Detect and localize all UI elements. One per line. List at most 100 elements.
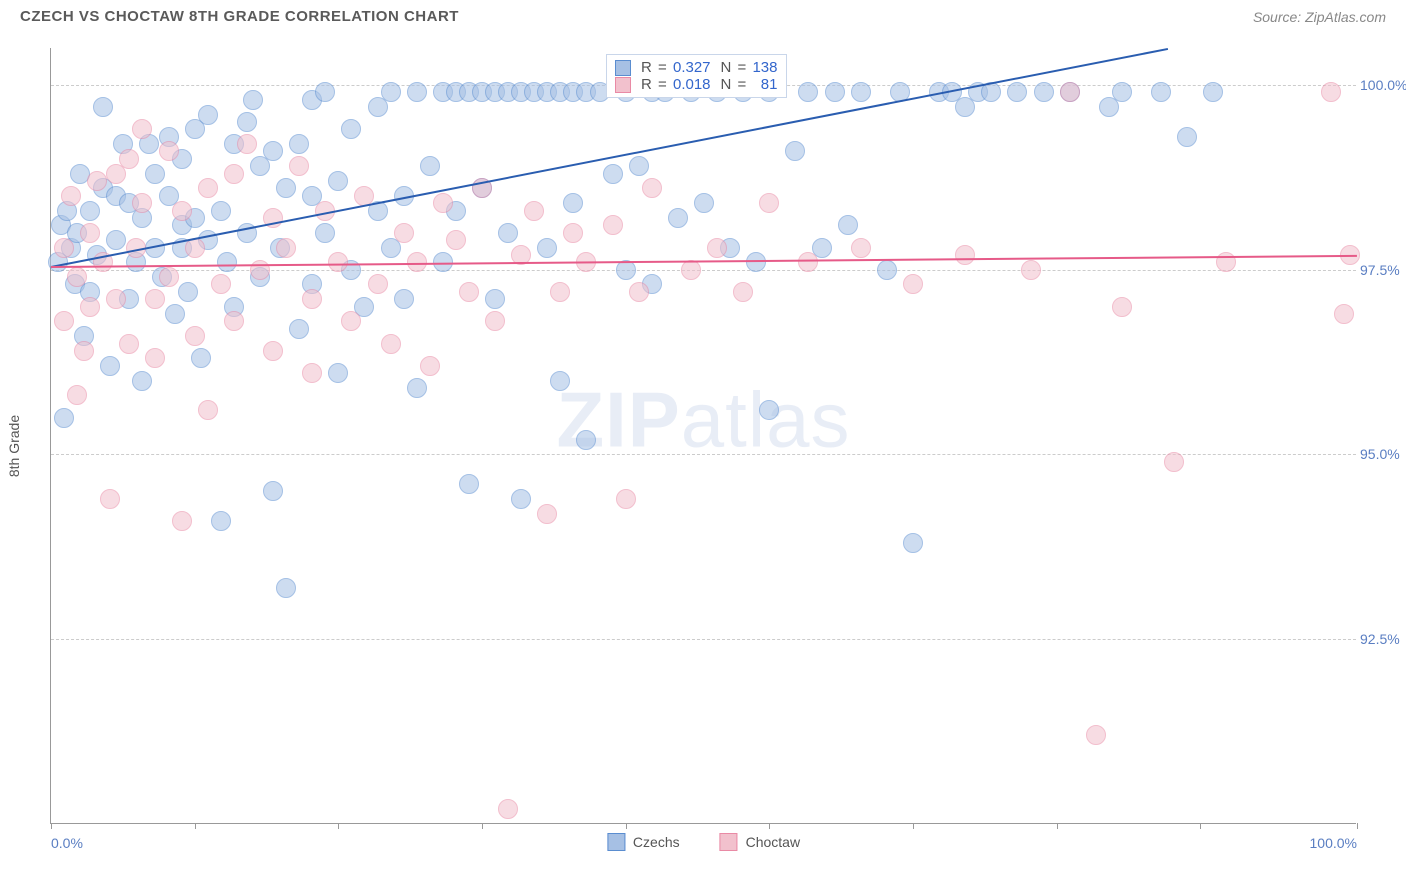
- data-point: [80, 223, 100, 243]
- data-point: [955, 245, 975, 265]
- chart-title: CZECH VS CHOCTAW 8TH GRADE CORRELATION C…: [20, 8, 459, 25]
- x-tick: [51, 823, 52, 829]
- data-point: [328, 252, 348, 272]
- data-point: [198, 400, 218, 420]
- data-point: [746, 252, 766, 272]
- data-point: [550, 282, 570, 302]
- data-point: [1086, 725, 1106, 745]
- gridline: [51, 639, 1356, 640]
- data-point: [61, 186, 81, 206]
- legend-row: R = 0.327N = 138: [615, 59, 777, 76]
- data-point: [511, 489, 531, 509]
- data-point: [224, 311, 244, 331]
- data-point: [100, 356, 120, 376]
- x-tick: [338, 823, 339, 829]
- data-point: [459, 474, 479, 494]
- data-point: [263, 481, 283, 501]
- data-point: [877, 260, 897, 280]
- data-point: [263, 141, 283, 161]
- data-point: [603, 164, 623, 184]
- legend-label: Choctaw: [746, 834, 800, 850]
- data-point: [433, 193, 453, 213]
- data-point: [276, 238, 296, 258]
- y-axis-label: 8th Grade: [6, 415, 22, 477]
- x-tick-label: 0.0%: [51, 835, 83, 851]
- data-point: [302, 289, 322, 309]
- gridline: [51, 270, 1356, 271]
- scatter-chart: ZIPatlas 92.5%95.0%97.5%100.0%0.0%100.0%…: [50, 48, 1356, 824]
- legend-n-label: N = 138: [721, 59, 778, 76]
- data-point: [198, 178, 218, 198]
- data-point: [1321, 82, 1341, 102]
- data-point: [172, 511, 192, 531]
- data-point: [243, 90, 263, 110]
- data-point: [1112, 82, 1132, 102]
- data-point: [733, 282, 753, 302]
- data-point: [191, 348, 211, 368]
- data-point: [407, 378, 427, 398]
- data-point: [707, 238, 727, 258]
- data-point: [263, 341, 283, 361]
- data-point: [759, 193, 779, 213]
- x-tick: [769, 823, 770, 829]
- legend-item: Choctaw: [720, 833, 800, 851]
- data-point: [1021, 260, 1041, 280]
- data-point: [315, 223, 335, 243]
- data-point: [1060, 82, 1080, 102]
- data-point: [785, 141, 805, 161]
- x-tick: [913, 823, 914, 829]
- data-point: [328, 171, 348, 191]
- data-point: [1203, 82, 1223, 102]
- x-tick: [1357, 823, 1358, 829]
- data-point: [341, 119, 361, 139]
- data-point: [851, 238, 871, 258]
- legend-item: Czechs: [607, 833, 680, 851]
- y-tick-label: 97.5%: [1360, 262, 1406, 278]
- data-point: [550, 371, 570, 391]
- y-tick-label: 95.0%: [1360, 446, 1406, 462]
- data-point: [563, 223, 583, 243]
- data-point: [54, 408, 74, 428]
- data-point: [178, 282, 198, 302]
- trend-line: [51, 255, 1357, 268]
- data-point: [289, 134, 309, 154]
- data-point: [459, 282, 479, 302]
- data-point: [302, 363, 322, 383]
- data-point: [132, 119, 152, 139]
- data-point: [681, 260, 701, 280]
- data-point: [185, 326, 205, 346]
- data-point: [381, 82, 401, 102]
- data-point: [1177, 127, 1197, 147]
- data-point: [498, 223, 518, 243]
- data-point: [315, 82, 335, 102]
- legend-swatch: [607, 833, 625, 851]
- data-point: [74, 341, 94, 361]
- data-point: [1034, 82, 1054, 102]
- data-point: [394, 289, 414, 309]
- y-tick-label: 100.0%: [1360, 77, 1406, 93]
- data-point: [211, 511, 231, 531]
- data-point: [537, 238, 557, 258]
- data-point: [394, 223, 414, 243]
- data-point: [838, 215, 858, 235]
- data-point: [106, 230, 126, 250]
- data-point: [67, 385, 87, 405]
- x-tick: [195, 823, 196, 829]
- data-point: [420, 156, 440, 176]
- watermark: ZIPatlas: [556, 375, 850, 466]
- data-point: [1334, 304, 1354, 324]
- data-point: [93, 97, 113, 117]
- data-point: [165, 304, 185, 324]
- data-point: [498, 799, 518, 819]
- data-point: [80, 297, 100, 317]
- legend-swatch: [720, 833, 738, 851]
- data-point: [145, 348, 165, 368]
- data-point: [211, 274, 231, 294]
- data-point: [289, 156, 309, 176]
- data-point: [668, 208, 688, 228]
- legend-swatch: [615, 60, 631, 76]
- data-point: [217, 252, 237, 272]
- data-point: [341, 311, 361, 331]
- data-point: [381, 334, 401, 354]
- legend-n-label: N = 81: [721, 76, 778, 93]
